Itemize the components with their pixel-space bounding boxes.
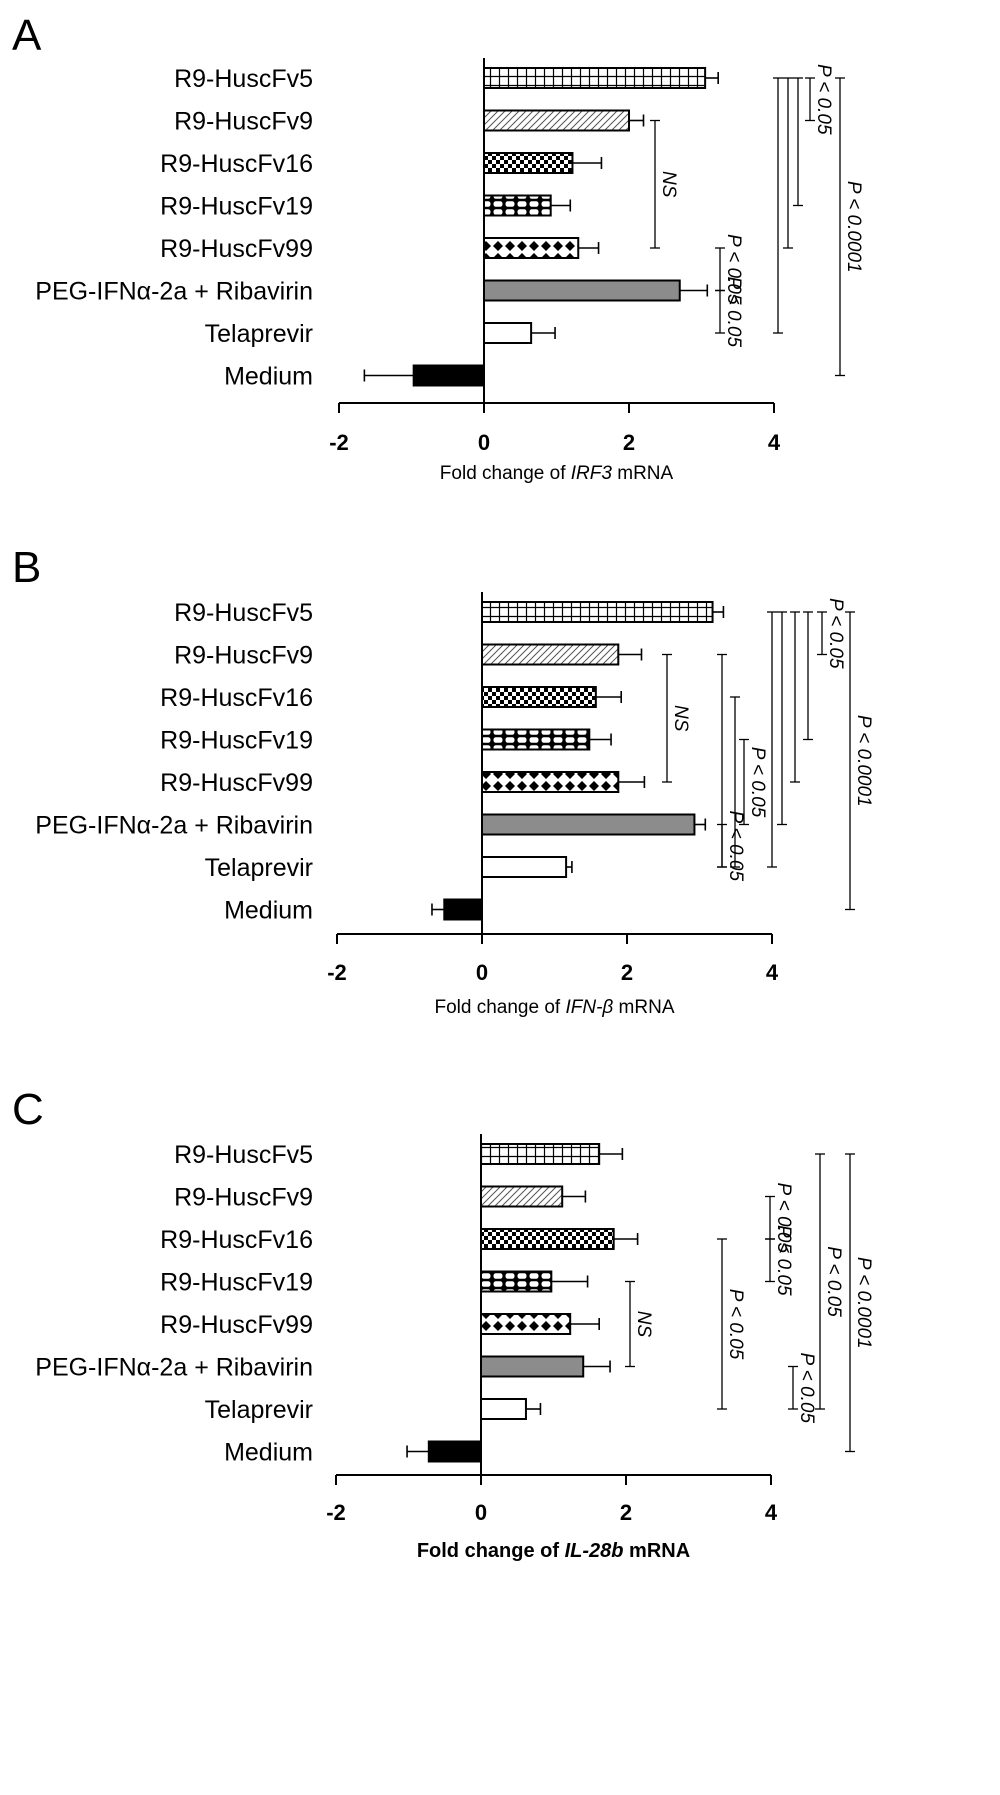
significance-label: P < 0.05 bbox=[725, 810, 746, 881]
category-label: Medium bbox=[224, 897, 313, 925]
x-axis-label-gene: IFN-β bbox=[565, 997, 613, 1018]
x-tick-label: -2 bbox=[326, 1500, 346, 1525]
bar bbox=[483, 237, 580, 259]
bar bbox=[443, 898, 483, 921]
bar bbox=[480, 1185, 564, 1208]
significance-label: P < 0.05 bbox=[796, 1352, 817, 1423]
category-label: R9-HuscFv5 bbox=[174, 65, 313, 93]
panel-letter: B bbox=[12, 543, 41, 592]
bar bbox=[481, 686, 597, 708]
bar bbox=[480, 1355, 585, 1378]
category-label: R9-HuscFv19 bbox=[160, 727, 313, 755]
chart-panel-c: C R9-HuscFv5 R9-HuscFv9 R9-HuscFv16 R9-HuscF… bbox=[12, 1085, 874, 1562]
category-label: PEG-IFNα-2a + Ribavirin bbox=[35, 812, 313, 840]
x-axis-label-prefix: Fold change of bbox=[434, 997, 565, 1018]
bar bbox=[481, 601, 714, 623]
x-axis-label-gene: IL-28b bbox=[565, 1540, 624, 1562]
x-axis-label-prefix: Fold change of bbox=[417, 1540, 565, 1562]
x-tick-label: 4 bbox=[765, 1500, 778, 1525]
category-label: R9-HuscFv5 bbox=[174, 1141, 313, 1169]
category-label: R9-HuscFv9 bbox=[174, 642, 313, 670]
chart-panel-a: A R9-HuscFv5 R9-HuscFv9 R9-HuscFv16 R9-HuscF… bbox=[12, 11, 864, 484]
panel-letter: A bbox=[12, 11, 42, 60]
bar bbox=[481, 813, 696, 836]
significance-label: P < 0.05 bbox=[725, 1289, 746, 1360]
bar bbox=[481, 771, 620, 793]
category-label: R9-HuscFv99 bbox=[160, 235, 313, 263]
category-label: R9-HuscFv9 bbox=[174, 108, 313, 136]
x-axis-label-suffix: mRNA bbox=[624, 1540, 691, 1562]
significance-label: P < 0.05 bbox=[823, 1246, 844, 1317]
significance-label: P < 0.05 bbox=[723, 234, 744, 305]
bar bbox=[480, 1143, 601, 1165]
panels: A R9-HuscFv5 R9-HuscFv9 R9-HuscFv16 R9-HuscF… bbox=[12, 11, 874, 1562]
significance-label: NS bbox=[670, 705, 691, 732]
x-tick-label: -2 bbox=[327, 960, 347, 985]
x-tick-label: 2 bbox=[621, 960, 633, 985]
x-tick-label: 4 bbox=[766, 960, 779, 985]
category-label: Telaprevir bbox=[205, 320, 313, 348]
significance-label: P < 0.05 bbox=[723, 276, 744, 347]
category-label: R9-HuscFv19 bbox=[160, 1269, 313, 1297]
category-label: R9-HuscFv16 bbox=[160, 1226, 313, 1254]
significance-label: NS bbox=[633, 1311, 654, 1338]
category-label: R9-HuscFv16 bbox=[160, 684, 313, 712]
bar bbox=[481, 728, 591, 751]
category-label: PEG-IFNα-2a + Ribavirin bbox=[35, 1354, 313, 1382]
bar bbox=[483, 279, 681, 302]
x-tick-label: 4 bbox=[768, 430, 781, 455]
category-label: Telaprevir bbox=[205, 1396, 313, 1424]
bar bbox=[412, 364, 485, 387]
x-axis-label: Fold change of IL-28b mRNA bbox=[417, 1540, 690, 1562]
significance-label: P < 0.0001 bbox=[853, 1257, 874, 1349]
category-label: R9-HuscFv9 bbox=[174, 1184, 313, 1212]
significance-label: P < 0.0001 bbox=[853, 715, 874, 807]
category-label: R9-HuscFv19 bbox=[160, 193, 313, 221]
x-axis-label-gene: IRF3 bbox=[571, 463, 613, 484]
x-axis-label-suffix: mRNA bbox=[612, 463, 674, 484]
bar bbox=[480, 1398, 527, 1420]
significance-label: P < 0.05 bbox=[773, 1182, 794, 1253]
x-axis-label-prefix: Fold change of bbox=[440, 463, 571, 484]
chart-panel-b: B R9-HuscFv5 R9-HuscFv9 R9-HuscFv16 R9-HuscF… bbox=[12, 543, 874, 1018]
significance-label: P < 0.05 bbox=[747, 747, 768, 818]
category-label: Medium bbox=[224, 1439, 313, 1467]
category-label: R9-HuscFv99 bbox=[160, 1311, 313, 1339]
bar bbox=[481, 856, 568, 878]
panel-letter: C bbox=[12, 1085, 44, 1134]
category-label: R9-HuscFv99 bbox=[160, 769, 313, 797]
category-label: R9-HuscFv5 bbox=[174, 599, 313, 627]
bar bbox=[480, 1270, 553, 1293]
x-tick-label: 0 bbox=[476, 960, 488, 985]
significance-label: P < 0.0001 bbox=[843, 181, 864, 273]
category-label: R9-HuscFv16 bbox=[160, 150, 313, 178]
significance-label: P < 0.05 bbox=[825, 598, 846, 669]
bar bbox=[483, 109, 630, 132]
bar bbox=[481, 643, 620, 666]
bar bbox=[483, 152, 574, 174]
x-tick-label: 0 bbox=[478, 430, 490, 455]
significance-label: P < 0.05 bbox=[773, 1225, 794, 1296]
x-axis-label-suffix: mRNA bbox=[613, 997, 675, 1018]
bar bbox=[483, 194, 552, 217]
category-label: Telaprevir bbox=[205, 854, 313, 882]
x-axis-label: Fold change of IRF3 mRNA bbox=[440, 463, 674, 484]
bar bbox=[480, 1228, 615, 1250]
bar bbox=[483, 322, 533, 344]
x-tick-label: 2 bbox=[620, 1500, 632, 1525]
significance-label: P < 0.05 bbox=[813, 64, 834, 135]
x-tick-label: 2 bbox=[623, 430, 635, 455]
bar bbox=[427, 1440, 482, 1463]
category-label: PEG-IFNα-2a + Ribavirin bbox=[35, 278, 313, 306]
bar bbox=[483, 67, 707, 89]
x-tick-label: -2 bbox=[329, 430, 349, 455]
significance-label: NS bbox=[658, 171, 679, 198]
x-axis-label: Fold change of IFN-β mRNA bbox=[434, 997, 674, 1018]
category-label: Medium bbox=[224, 363, 313, 391]
bar bbox=[480, 1313, 572, 1335]
x-tick-label: 0 bbox=[475, 1500, 487, 1525]
